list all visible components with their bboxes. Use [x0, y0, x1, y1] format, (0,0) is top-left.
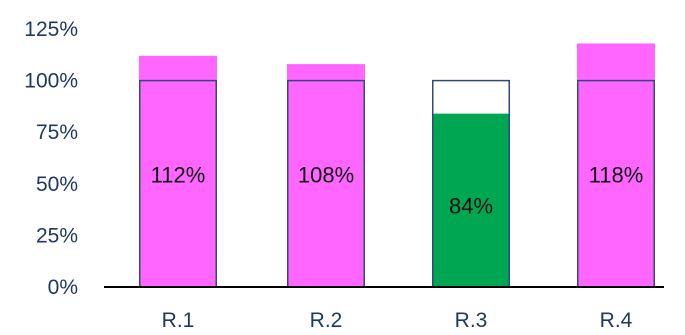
category-labels: R.1 R.2 R.3 R.4: [162, 309, 633, 332]
value-bar: [287, 64, 365, 287]
y-tick-label: 0%: [48, 276, 78, 299]
data-label: 118%: [589, 163, 644, 188]
y-tick-label: 50%: [36, 173, 78, 196]
value-bar: [577, 43, 655, 288]
value-bar: [139, 55, 217, 287]
y-tick-label: 75%: [36, 121, 78, 144]
y-axis-ticks: 0% 25% 50% 75% 100% 125%: [24, 18, 78, 299]
data-label: 112%: [151, 163, 206, 188]
data-label: 84%: [449, 194, 493, 219]
data-label: 108%: [298, 163, 354, 188]
bars: 112% 108% 84% 118%: [139, 43, 655, 288]
x-tick-label: R.2: [310, 309, 343, 332]
x-tick-label: R.1: [162, 309, 195, 332]
x-tick-label: R.3: [455, 309, 488, 332]
y-tick-label: 25%: [36, 224, 78, 247]
y-tick-label: 125%: [24, 18, 78, 41]
value-bar: [432, 113, 510, 288]
x-tick-label: R.4: [600, 309, 633, 332]
y-tick-label: 100%: [24, 70, 78, 93]
